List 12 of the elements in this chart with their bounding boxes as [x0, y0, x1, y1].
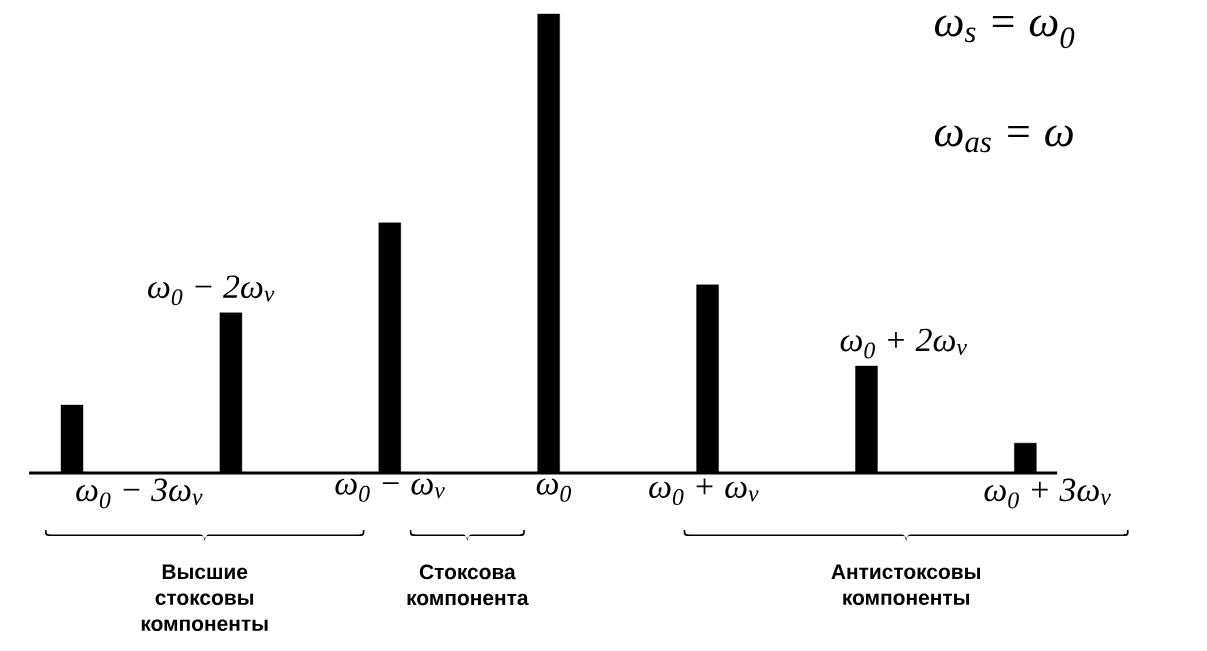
x-tick-label: ω$_{0}$ + ω$_{v}$	[649, 478, 759, 506]
x-tick-label: ω$_{0}$ − 2ω$_{v}$	[148, 275, 275, 306]
x-tick-label: ω$_{0}$ − 3ω$_{v}$	[76, 478, 203, 509]
x-tick-label: ω$_{0}$ + 3ω$_{v}$	[984, 478, 1111, 509]
text: Высшие стоксовы компоненты	[141, 564, 268, 631]
x-tick-label: ω$_{0}$	[536, 478, 572, 502]
annotation: ω$_{as}$ = ω	[934, 125, 1073, 153]
x-tick-label: ω$_{0}$ − ω$_{v}$	[335, 478, 445, 502]
text: Стоксова компонента	[407, 564, 529, 606]
text: Антистоксовы компоненты	[831, 564, 981, 606]
x-tick-label: ω$_{0}$ + 2ω$_{v}$	[840, 328, 967, 359]
annotation: ω$_{s}$ = ω$_{0}$	[934, 15, 1075, 49]
